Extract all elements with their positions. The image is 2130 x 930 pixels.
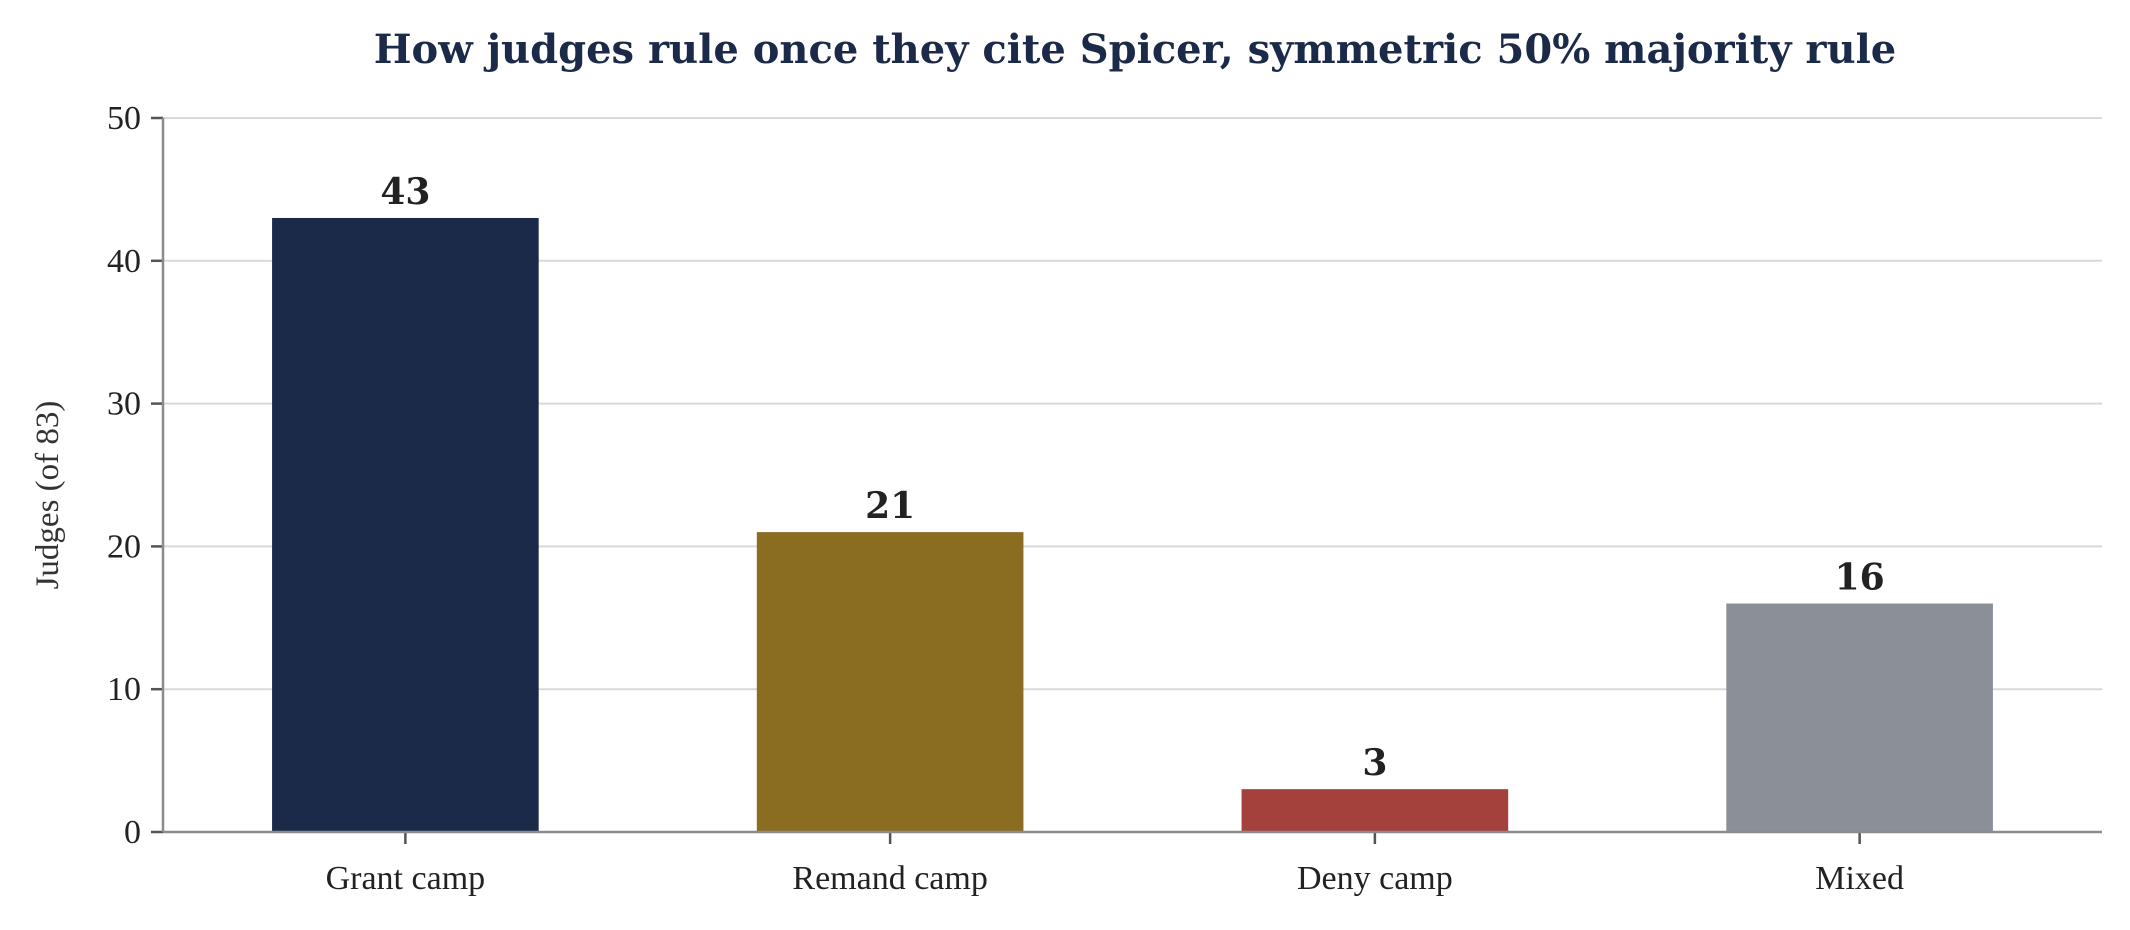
data-label: 21 — [865, 485, 915, 527]
data-label: 16 — [1835, 557, 1885, 599]
x-tick-label: Deny camp — [1297, 860, 1453, 897]
bar-grant-camp — [272, 217, 539, 832]
data-label: 3 — [1362, 742, 1387, 784]
y-tick-label: 0 — [124, 814, 141, 851]
data-label: 43 — [380, 171, 430, 213]
x-tick-label: Grant camp — [326, 860, 486, 897]
y-tick-label: 50 — [107, 100, 141, 137]
y-tick-label: 30 — [107, 386, 141, 423]
bars — [272, 217, 1993, 832]
bar-remand-camp — [756, 532, 1024, 832]
y-tick-label: 10 — [107, 671, 141, 708]
bar-mixed — [1726, 603, 1993, 832]
x-tick-label: Mixed — [1815, 860, 1904, 897]
bar-deny-camp — [1241, 789, 1509, 832]
chart-title: How judges rule once they cite Spicer, s… — [374, 26, 1896, 73]
y-tick-label: 20 — [107, 528, 141, 565]
y-axis-label: Judges (of 83) — [30, 401, 66, 590]
axes — [151, 116, 2102, 844]
y-tick-label: 40 — [107, 243, 141, 280]
labels: 0 10 20 30 40 50 43 Grant camp 21 Remand camp 3 Den… — [107, 100, 1904, 897]
x-tick-label: Remand camp — [792, 860, 987, 897]
